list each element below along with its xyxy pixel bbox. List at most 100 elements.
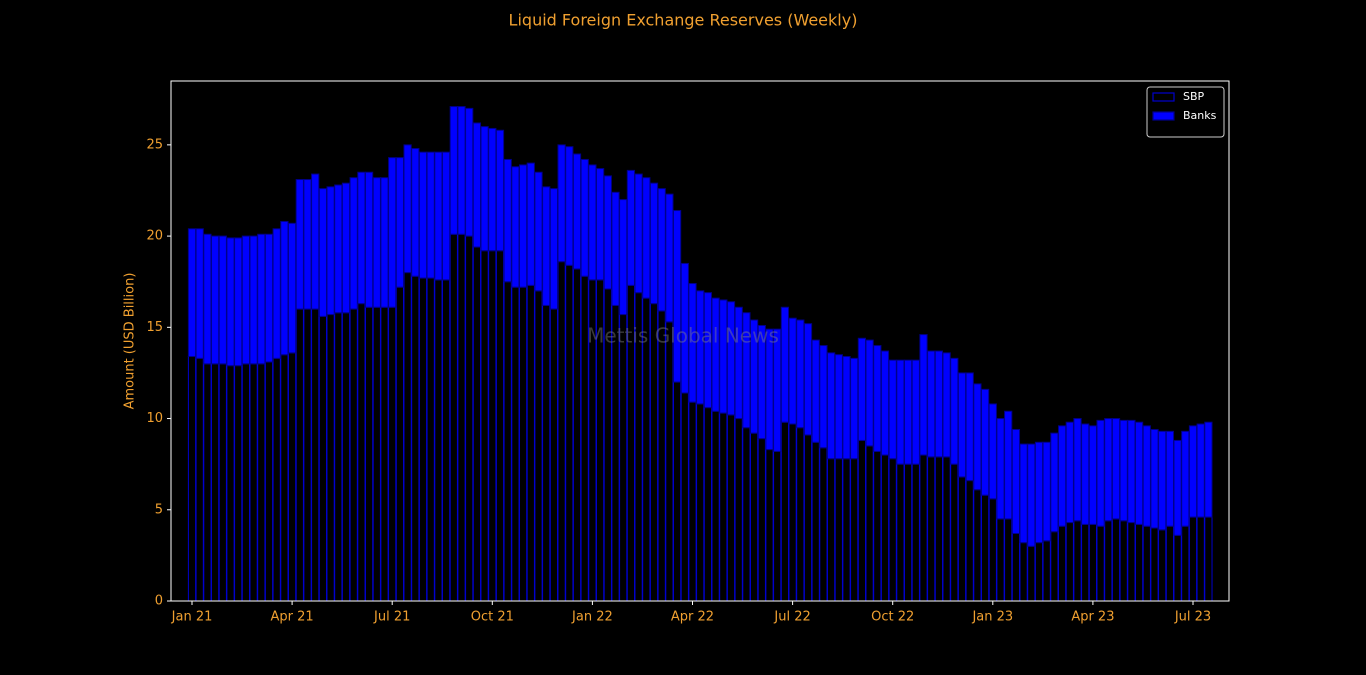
bar-segment [1081,523,1090,602]
bar-segment [272,357,281,602]
bar-segment [826,352,836,460]
y-tick-label: 25 [146,137,163,152]
y-axis-label: Amount (USD Billion) [123,273,138,410]
bar-segment [888,458,897,602]
bar-segment [811,339,820,443]
bar-segment [834,458,843,602]
bar-segment [534,290,543,602]
bar-segment [434,151,443,281]
bar-segment [287,352,297,602]
bar-segment [742,427,751,602]
bar-segment [1057,525,1067,602]
bar-segment [1088,425,1098,525]
bar-segment [280,354,289,602]
bar-segment [1204,516,1213,602]
bar-segment [1127,419,1136,524]
bar-segment [1104,520,1113,602]
bar-segment [842,458,851,602]
bar-segment [834,354,843,460]
bar-segment [880,454,890,602]
bar-segment [1050,531,1059,602]
bar-segment [542,304,551,602]
bar-segment [465,235,474,602]
x-tick-label: Oct 21 [471,610,514,625]
bar-segment [495,250,505,602]
bar-segment [1096,419,1105,527]
bar-segment [449,106,458,235]
bar-segment [850,458,859,602]
bar-segment [341,182,351,314]
bar-segment [364,306,374,602]
bar-segment [557,144,566,263]
bar-segment [1196,423,1205,518]
bar-segment [195,228,204,359]
bar-segment [588,164,597,281]
bar-segment [280,220,289,356]
bar-segment [287,222,297,354]
bar-segment [341,312,351,602]
bar-segment [1111,518,1121,602]
bar-segment [241,235,251,365]
bar-segment [973,489,982,602]
bar-segment [788,317,797,425]
bar-segment [488,127,497,252]
bar-segment [380,177,389,308]
bar-segment [580,158,589,277]
bar-segment [911,463,920,602]
bar-segment [642,177,651,299]
bar-segment [349,177,358,310]
bar-segment [195,357,204,602]
bar-segment [1119,419,1128,522]
bar-segment [257,233,266,365]
chart-title: Liquid Foreign Exchange Reserves (Weekly… [509,11,858,30]
bar-segment [680,392,689,602]
bar-segment [1004,410,1013,520]
bar-segment [295,308,304,602]
bar-segment [934,456,944,602]
bar-segment [226,365,235,602]
bar-segment [857,439,867,602]
bar-segment [395,286,405,602]
bar-segment [919,454,928,602]
bar-segment [811,441,820,602]
bar-segment [311,173,320,310]
bar-segment [719,299,728,414]
bar-segment [919,334,928,456]
bar-segment [865,339,874,447]
bar-segment [626,169,636,286]
bar-segment [318,188,328,317]
bar-segment [726,301,736,416]
bar-segment [980,494,990,602]
bar-segment [703,407,713,602]
bar-segment [1188,425,1198,518]
bar-segment [611,191,620,306]
bar-segment [403,144,412,274]
bar-segment [896,463,905,602]
y-tick-label: 15 [146,320,163,335]
bar-segment [857,337,867,441]
legend-swatch [1152,111,1175,121]
bar-segment [1158,529,1167,602]
bar-segment [1081,423,1090,525]
bar-segment [472,246,482,602]
bar-segment [1050,432,1059,533]
bar-segment [888,359,897,460]
bar-segment [980,388,990,496]
bar-segment [488,250,497,602]
bar-segment [241,363,251,602]
bar-segment [1011,532,1021,602]
legend: SBP Banks [1146,86,1225,138]
bar-segment [1073,418,1082,522]
bar-segment [950,357,959,465]
bar-segment [426,151,435,279]
bar-segment [665,321,674,602]
legend-label: Banks [1183,109,1217,122]
bar-segment [865,445,874,602]
bar-segment [826,458,836,602]
bar-segment [780,306,790,423]
bar-segment [726,414,736,602]
bar-segment [1119,520,1128,602]
bar-segment [927,350,936,458]
bar-segment [688,401,697,602]
bar-segment [465,107,474,237]
